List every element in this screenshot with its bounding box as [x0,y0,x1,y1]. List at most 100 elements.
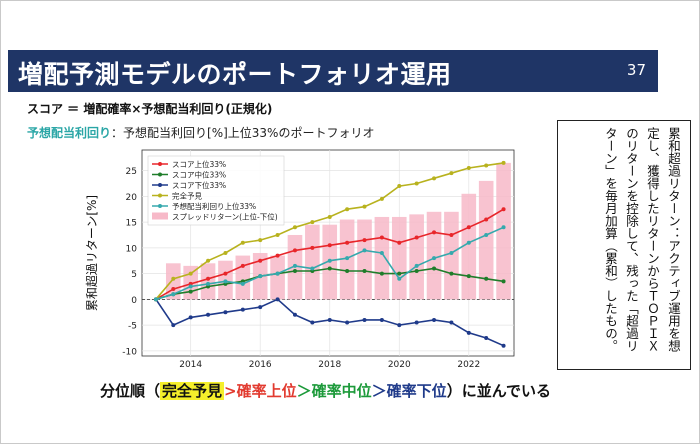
series-point [292,225,297,230]
series-point [484,217,489,222]
series-point [292,263,297,268]
definition-note-box: 累和超過リターン：アクティブ運用を想定し、獲得したリターンからＴＯＰＩＸのリター… [557,120,691,370]
series-point [345,240,350,245]
quantile-order-caption: 分位順（ 完全予見 >確率上位＞確率中位＞確率下位）に並んでいる [100,380,551,401]
spread-bar [478,180,494,300]
series-point [223,251,228,255]
legend-label: スコア中位33% [172,170,226,180]
series-point [327,266,332,271]
x-tick-label: 2022 [457,360,480,370]
x-tick-label: 2020 [388,360,411,370]
legend-marker [158,204,162,208]
series-point [449,232,454,237]
series-point [484,232,489,237]
series-point [292,312,297,317]
legend-label: 完全予見 [172,191,202,201]
slide-title: 増配予測モデルのポートフォリオ運用 [18,60,452,89]
series-point [362,317,367,322]
series-point [327,317,332,322]
caption-prefix: 分位順（ [100,382,161,400]
series-point [206,258,211,263]
series-point [188,315,193,320]
page-number: 37 [626,61,646,79]
series-point [414,235,419,240]
series-point [432,317,437,322]
y-tick-label: 0 [131,296,137,306]
series-point [362,269,367,274]
spread-bar [200,263,216,300]
y-axis-label: 累和超過リターン[%] [84,195,99,311]
series-point [379,235,384,240]
series-point [223,310,228,315]
series-point [466,330,471,335]
series-point [484,335,489,340]
series-point [345,320,350,325]
series-point [223,279,228,284]
series-point [501,225,506,230]
series-point [432,230,437,235]
caption-lower: 確率下位 [386,382,447,400]
series-point [379,196,384,201]
legend-label: スコア上位33% [172,159,226,169]
series-point [310,220,315,225]
series-point [397,240,402,245]
spread-bar [374,216,390,300]
caption-sep-2: ＞ [296,382,312,400]
series-point [258,258,263,263]
series-point [275,271,280,276]
legend-box [147,155,285,226]
y-tick-label: 25 [126,167,137,177]
series-point [327,243,332,248]
series-point [206,281,211,286]
series-point [414,320,419,325]
series-point [275,253,280,258]
series-point [397,271,402,276]
series-point [501,207,506,212]
spread-bar [444,211,459,300]
series-point [397,184,402,189]
y-tick-label: -5 [128,322,137,332]
series-point [310,245,315,250]
series-point [310,320,315,325]
series-point [501,160,506,165]
chart: -10 -5 0 5 10 15 20 25 2014 2016 2018 2020 2022 累和超過リ… [82,144,522,370]
x-tick-label: 2018 [318,360,341,370]
x-tick-label: 2016 [249,360,272,370]
legend-label: スコア下位33% [172,180,226,190]
spread-bar [426,211,442,300]
legend-marker [158,193,162,198]
caption-sep-1: > [224,382,237,400]
spread-bar [357,219,372,300]
series-point [240,281,245,286]
y-tick-label: 10 [126,244,138,254]
legend-label: スプレッドリターン(上位-下位) [172,212,278,222]
spread-bar [305,224,320,300]
series-point [362,248,367,253]
series-point [188,284,193,289]
series-point [327,258,332,263]
series-point [432,266,437,271]
yield-note: 予想配当利回り：予想配当利回り[%]上位33%のポートフォリオ [27,124,374,141]
yield-note-key: 予想配当利回り [27,126,112,140]
series-point [466,274,471,279]
y-tick-label: 20 [126,193,138,203]
series-point [432,176,437,181]
series-point [240,307,245,312]
series-point [484,163,489,168]
series-point [379,251,384,255]
score-formula: スコア ＝ 増配確率×予想配当利回り(正規化) [27,102,273,116]
series-point [345,207,350,212]
y-tick-label: -10 [122,347,137,357]
series-point [223,271,228,276]
series-point [292,269,297,274]
series-point [345,269,350,274]
series-point [171,287,176,292]
caption-suffix: ）に並んでいる [446,382,551,400]
legend-swatch [152,212,168,220]
title-bar: 増配予測モデルのポートフォリオ運用 37 [8,50,658,92]
series-point [362,204,367,209]
series-point [414,181,419,186]
series-point [484,276,489,281]
series-point [188,271,193,276]
series-point [501,279,506,284]
